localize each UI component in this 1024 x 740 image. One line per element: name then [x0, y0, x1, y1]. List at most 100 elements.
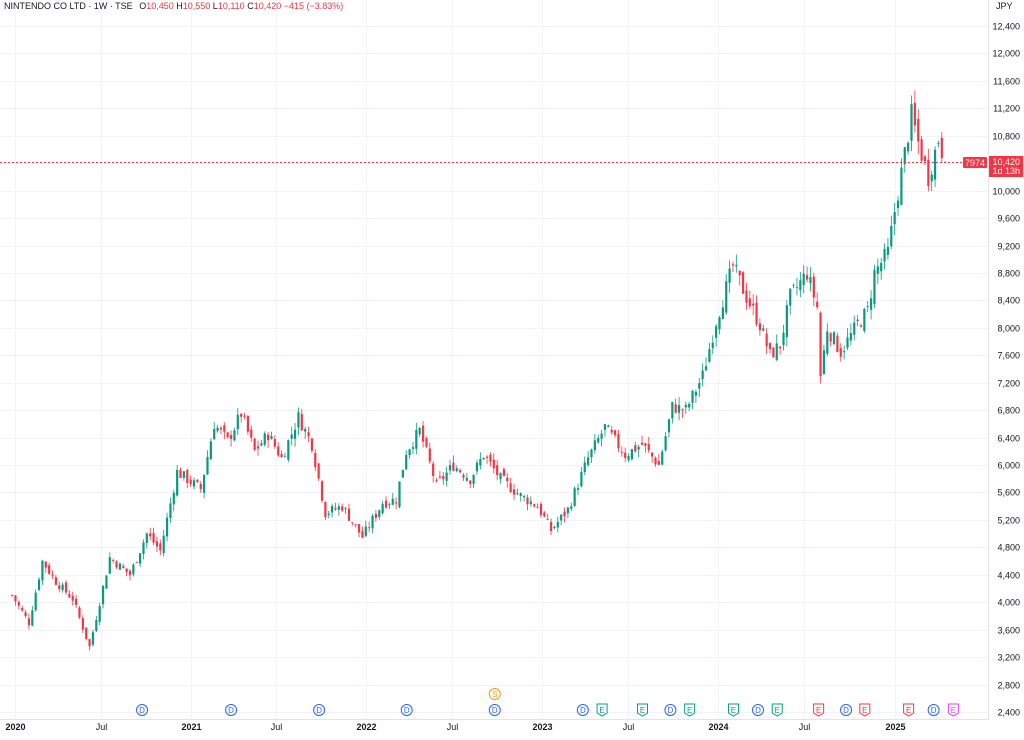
- candle-body: [314, 452, 317, 468]
- candle-body: [748, 298, 751, 307]
- candle-body: [48, 565, 51, 574]
- candle-body: [428, 448, 431, 462]
- candle-body: [667, 419, 671, 433]
- candle-body: [125, 568, 128, 573]
- candle-body: [472, 474, 475, 484]
- ohlc-high: 10,550: [182, 1, 211, 11]
- candle-body: [395, 502, 398, 504]
- ohlc-low: 10,110: [217, 1, 245, 11]
- candle-body: [452, 462, 455, 471]
- candle-body: [573, 488, 576, 506]
- candle-body: [509, 483, 512, 493]
- event-marker-label: D: [139, 706, 145, 715]
- candle-body: [341, 506, 344, 511]
- candle-body: [883, 248, 886, 262]
- candle-body: [283, 456, 287, 458]
- candle-body: [681, 409, 684, 411]
- candle-body: [398, 481, 401, 508]
- candle-body: [502, 469, 506, 476]
- ohlc-close: 10,420: [253, 1, 282, 11]
- candle-body: [920, 139, 923, 161]
- price-tick-label: 12,000: [992, 49, 1020, 59]
- candle-body: [485, 456, 489, 458]
- candle-body: [789, 288, 792, 306]
- symbol-title[interactable]: NINTENDO CO LTD · 1W · TSE: [4, 1, 133, 11]
- candle-body: [280, 454, 283, 458]
- time-axis[interactable]: 2020 Jul 2021 Jul 2022 Jul 2023 Jul 2024 Jul 2025: [0, 719, 988, 733]
- candle-body: [856, 319, 859, 322]
- time-tick-label: 2022: [356, 722, 376, 732]
- candle-body: [432, 463, 435, 476]
- candle-body: [482, 457, 485, 460]
- candle-body: [418, 428, 421, 435]
- candle-body: [849, 332, 852, 341]
- candle-body: [792, 284, 795, 286]
- candle-body: [324, 501, 327, 518]
- price-axis[interactable]: 2,400 2,800 3,200 3,600 4,000 4,400 4,800 5,200…: [988, 0, 1021, 720]
- event-marker-label: D: [668, 706, 674, 715]
- candle-body: [354, 524, 357, 525]
- candle-body: [893, 212, 896, 225]
- candle-body: [331, 506, 334, 513]
- symbol-price-tag-bg: [963, 157, 987, 168]
- candle-body: [135, 562, 138, 563]
- candle-body: [196, 479, 199, 482]
- candle-body: [640, 442, 644, 445]
- candle-body: [475, 462, 479, 472]
- candle-body: [24, 612, 27, 616]
- candle-body: [896, 200, 900, 209]
- candle-body: [627, 456, 630, 461]
- candle-body: [223, 425, 226, 432]
- candle-body: [549, 521, 553, 532]
- candle-body: [711, 342, 714, 349]
- candle-body: [745, 290, 748, 303]
- candle-body: [229, 435, 233, 440]
- candle-body: [728, 268, 731, 283]
- price-tick-label: 6,400: [997, 434, 1020, 444]
- candle-body: [209, 441, 212, 460]
- candle-body: [81, 618, 84, 630]
- candle-body: [327, 513, 330, 516]
- price-tick-label: 3,600: [997, 626, 1020, 636]
- price-tick-label: 10,800: [992, 132, 1020, 142]
- candle-body: [469, 480, 472, 484]
- candle-body: [297, 412, 300, 428]
- candle-body: [445, 472, 448, 481]
- candle-body: [179, 469, 182, 478]
- candle-body: [459, 470, 462, 473]
- candle-body: [216, 427, 219, 431]
- price-tick-label: 5,600: [997, 488, 1020, 498]
- price-tick-label: 8,800: [997, 269, 1020, 279]
- candle-body: [169, 503, 172, 519]
- candle-body: [512, 489, 516, 495]
- candle-body: [462, 474, 465, 478]
- candle-body: [270, 436, 273, 440]
- candle-body: [37, 579, 41, 590]
- candle-body: [903, 147, 906, 165]
- candle-body: [368, 527, 371, 529]
- ohlc-open: 10,450: [146, 1, 174, 11]
- candle-body: [31, 610, 34, 626]
- event-marker-circle: [488, 688, 501, 700]
- candle-body: [71, 595, 74, 601]
- candle-body: [240, 413, 243, 417]
- candle-body: [725, 281, 728, 313]
- event-marker-label: E: [906, 706, 911, 715]
- price-tick-label: 10,000: [992, 187, 1020, 197]
- candle-body: [219, 427, 223, 430]
- candle-body: [691, 390, 694, 403]
- candle-body: [735, 264, 738, 267]
- event-marker-label: S: [492, 690, 497, 699]
- event-marker-circle: [313, 704, 326, 716]
- candle-body: [128, 570, 132, 576]
- candle-body: [607, 425, 610, 428]
- event-marker-label: E: [687, 706, 692, 715]
- candle-body: [775, 343, 778, 360]
- candle-body: [371, 515, 374, 529]
- candle-body: [863, 308, 866, 331]
- price-tick-label: 4,400: [997, 571, 1020, 581]
- candle-body: [812, 276, 815, 298]
- candle-body: [620, 452, 623, 454]
- candle-body: [155, 541, 159, 547]
